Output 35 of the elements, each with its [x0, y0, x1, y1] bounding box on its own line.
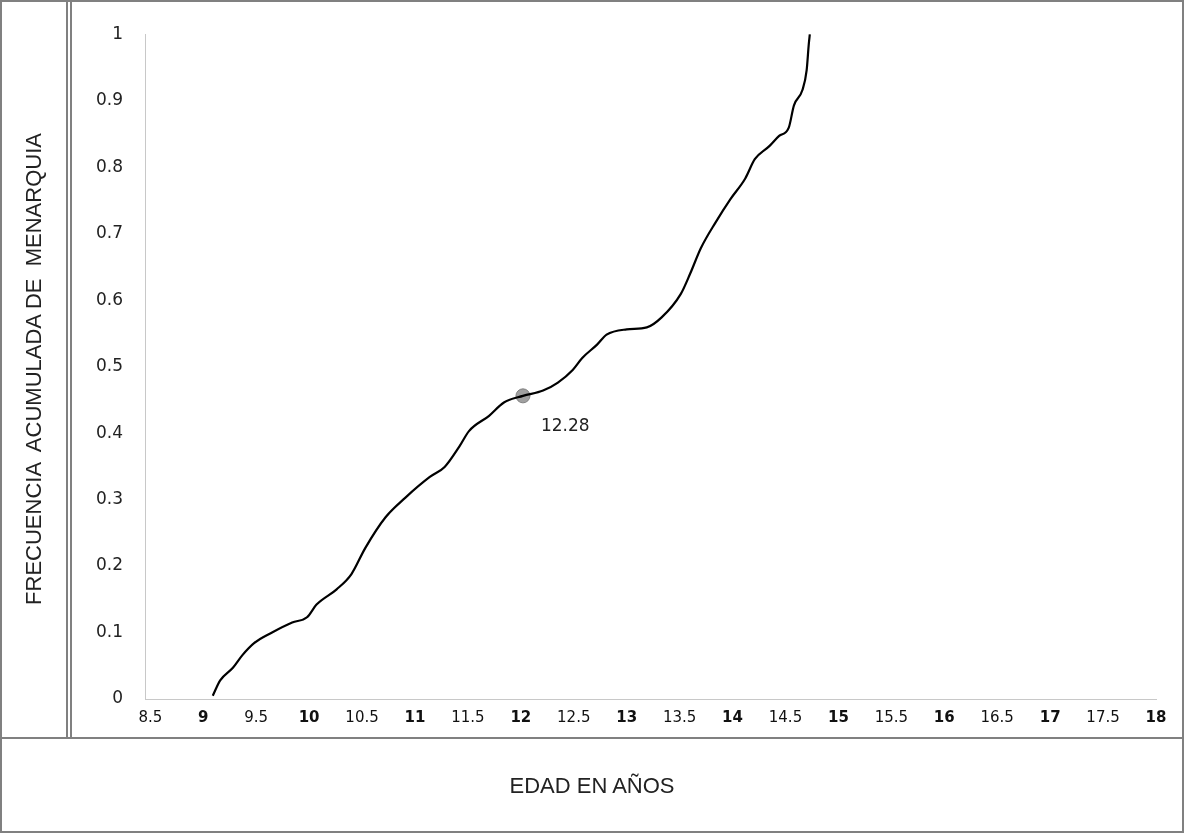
x-tick-label: 16.5: [980, 707, 1014, 726]
y-tick-label: 0.6: [95, 288, 124, 309]
x-tick-label: 11.5: [451, 707, 485, 726]
annotation: 12.28: [540, 414, 590, 435]
x-tick-label: 17: [1039, 707, 1061, 726]
x-tick-label: 12: [510, 707, 532, 726]
x-tick-label: 10: [298, 707, 320, 726]
x-tick-label: 16: [933, 707, 955, 726]
y-axis-title: FRECUENCIA ACUMULADA DE MENARQUIA: [21, 133, 47, 605]
y-tick-label: 0.7: [95, 222, 124, 243]
x-axis-title: EDAD EN AÑOS: [2, 737, 1182, 833]
y-tick-label: 0.5: [95, 355, 124, 376]
y-tick-label: 0.4: [95, 421, 124, 442]
x-tick-label: 14: [722, 707, 743, 726]
y-tick-label: 0: [112, 687, 124, 708]
x-tick-label: 11: [404, 707, 426, 726]
y-tick-label: 0.8: [95, 155, 124, 176]
x-tick-label: 15: [827, 707, 849, 726]
y-tick-label: 1: [112, 22, 124, 43]
x-tick-label: 9: [198, 707, 209, 726]
x-tick-label: 13.5: [662, 707, 697, 726]
y-tick-label: 0.9: [95, 89, 124, 110]
line-series: [211, 34, 811, 697]
x-tick-label: 13: [616, 707, 638, 726]
x-tick-label: 17.5: [1086, 707, 1120, 726]
x-tick-label: 9.5: [244, 707, 269, 726]
y-tick-label: 0.3: [95, 487, 124, 508]
x-tick-label: 10.5: [345, 707, 379, 726]
y-tick-label: 0.2: [95, 554, 124, 575]
x-tick-label: 15.5: [874, 707, 909, 726]
x-tick-label: 8.5: [138, 707, 163, 726]
x-tick-label: 12.5: [557, 707, 591, 726]
x-tick-label: 14.5: [768, 707, 803, 726]
x-tick-label: 18: [1145, 707, 1167, 726]
y-tick-label: 0.1: [95, 620, 124, 641]
